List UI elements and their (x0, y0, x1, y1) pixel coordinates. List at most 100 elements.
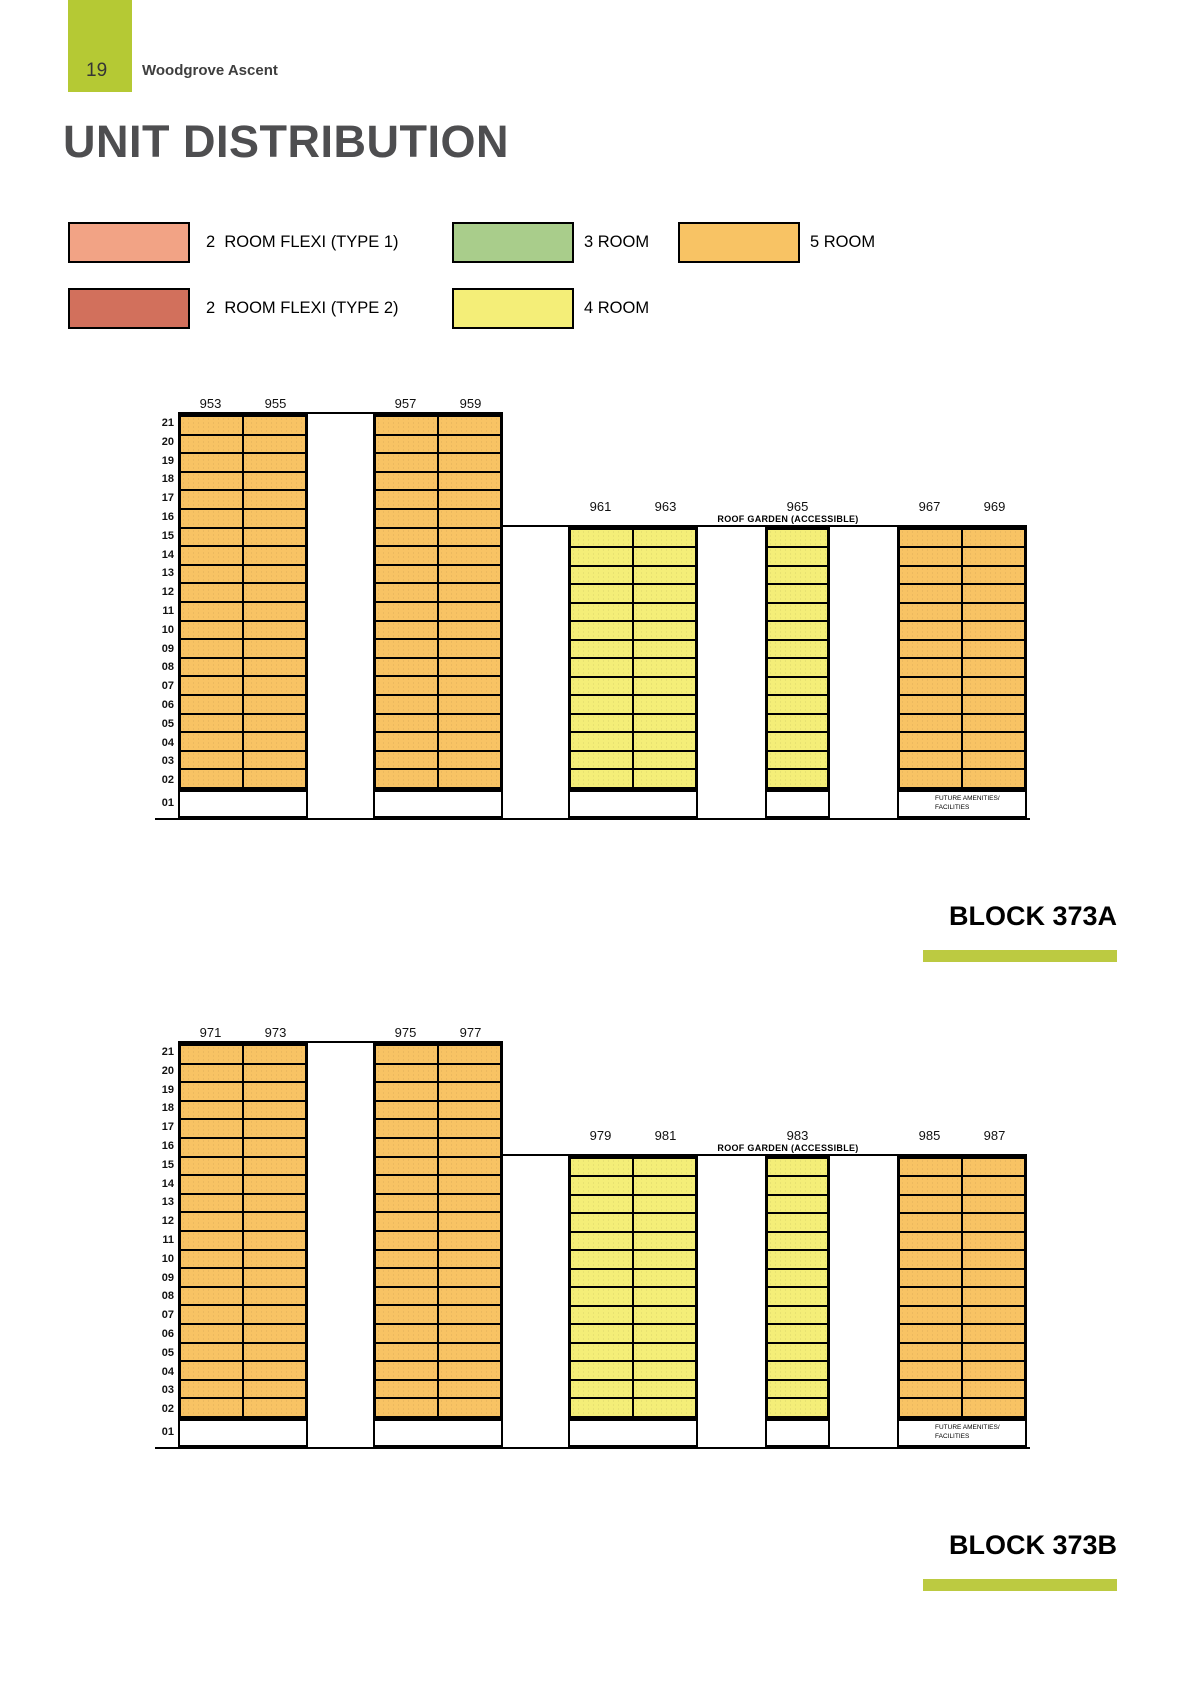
unit-cell (243, 1156, 306, 1176)
unit-cell (962, 1231, 1025, 1251)
unit-cell (962, 639, 1025, 659)
void-deck-box (568, 790, 698, 818)
unit-cell (438, 620, 501, 640)
unit-cell (243, 1231, 306, 1250)
unit-cell (438, 1082, 501, 1101)
unit-cell (180, 639, 243, 658)
unit-cell (633, 1268, 696, 1288)
unit-cell (180, 1212, 243, 1231)
legend-swatch-room2_flexi_type1 (68, 222, 190, 263)
unit-cell (962, 621, 1025, 640)
unit-cell (243, 1045, 306, 1064)
unit-cell (243, 1305, 306, 1324)
unit-cell (633, 1250, 696, 1269)
floor-label: 07 (161, 680, 174, 693)
unit-cell (767, 639, 828, 659)
floor-label: 16 (161, 511, 174, 523)
void-deck-box (765, 1419, 830, 1447)
unit-cell (375, 639, 438, 658)
unit-cell (438, 1063, 501, 1083)
unit-cell (438, 713, 501, 733)
unit-cell (633, 1194, 696, 1214)
unit-cell (180, 471, 243, 491)
unit-cell (570, 658, 633, 677)
unit-cell (180, 509, 243, 528)
unit-cell (570, 547, 633, 566)
unit-cell (243, 732, 306, 751)
unit-cell (243, 620, 306, 640)
unit-cell (767, 676, 828, 696)
unit-cell (243, 1082, 306, 1101)
unit-cell (962, 769, 1025, 788)
floor-label: 03 (161, 755, 174, 768)
unit-cell (767, 769, 828, 788)
future-amenities-line: FACILITIES (935, 804, 970, 811)
legend-label-room5: 5 ROOM (810, 233, 876, 251)
future-amenities-line: FUTURE AMENITIES/ (935, 1424, 1000, 1431)
unit-cell (633, 621, 696, 640)
unit-cell (375, 416, 438, 435)
tower-983 (765, 1155, 830, 1419)
unit-cell (375, 657, 438, 677)
unit-cell (899, 1342, 962, 1362)
unit-cell (633, 1398, 696, 1417)
unit-cell (438, 546, 501, 565)
unit-cell (767, 732, 828, 751)
unit-cell (243, 713, 306, 733)
unit-cell (375, 1193, 438, 1213)
floor-label-ground: 01 (161, 797, 174, 809)
void-deck-box (178, 790, 308, 818)
unit-cell (180, 1324, 243, 1343)
unit-cell (243, 1193, 306, 1213)
unit-cell (899, 1176, 962, 1195)
unit-cell (633, 1361, 696, 1380)
floor-label-ground: 01 (161, 1426, 174, 1438)
floor-label: 08 (161, 661, 174, 674)
unit-cell (243, 1342, 306, 1362)
unit-cell (962, 1213, 1025, 1232)
unit-cell (243, 750, 306, 770)
floor-label: 02 (161, 1403, 174, 1416)
unit-cell (180, 1063, 243, 1083)
unit-cell (438, 1231, 501, 1250)
unit-cell (438, 1119, 501, 1138)
legend-label-room3: 3 ROOM (584, 233, 650, 251)
unit-cell (438, 1249, 501, 1269)
unit-cell (180, 620, 243, 640)
unit-cell (633, 658, 696, 677)
unit-cell (438, 1045, 501, 1064)
unit-number-label: 967 (918, 498, 941, 514)
unit-number-label: 985 (918, 1127, 941, 1143)
unit-cell (243, 1379, 306, 1399)
unit-cell (243, 564, 306, 584)
unit-cell (570, 1305, 633, 1325)
future-amenities-line: FUTURE AMENITIES/ (935, 795, 1000, 802)
unit-cell (899, 1287, 962, 1306)
unit-cell (375, 1119, 438, 1138)
unit-cell (767, 1287, 828, 1306)
unit-cell (962, 1250, 1025, 1269)
unit-cell (962, 584, 1025, 603)
floor-label: 17 (161, 1121, 174, 1134)
unit-cell (243, 695, 306, 714)
unit-cell (570, 602, 633, 622)
legend-label-room2_flexi_type2: 2 ROOM FLEXI (TYPE 2) (206, 299, 399, 317)
floor-label: 21 (161, 417, 174, 429)
floor-label: 13 (161, 567, 174, 580)
unit-number-label: 973 (264, 1025, 287, 1040)
unit-cell (962, 695, 1025, 714)
unit-cell (570, 1287, 633, 1306)
unit-cell (438, 676, 501, 695)
unit-cell (180, 1268, 243, 1287)
legend-swatch-room5 (678, 222, 800, 263)
unit-cell (180, 695, 243, 714)
unit-cell (570, 676, 633, 696)
unit-cell (180, 1119, 243, 1138)
unit-cell (180, 1175, 243, 1194)
unit-cell (633, 750, 696, 770)
unit-cell (438, 732, 501, 751)
tower-967-969 (897, 526, 1027, 790)
unit-cell (243, 490, 306, 509)
unit-number-label: 981 (654, 1127, 677, 1143)
unit-cell (570, 639, 633, 659)
